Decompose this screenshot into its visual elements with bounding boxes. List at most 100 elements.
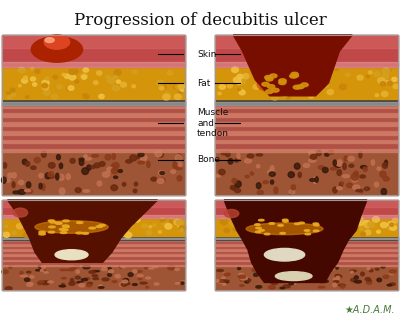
Ellipse shape xyxy=(224,210,239,218)
Ellipse shape xyxy=(335,68,338,71)
Ellipse shape xyxy=(282,217,288,222)
Bar xyxy=(215,200,398,218)
Ellipse shape xyxy=(333,278,339,280)
Ellipse shape xyxy=(9,265,12,268)
Ellipse shape xyxy=(18,68,25,73)
Ellipse shape xyxy=(154,283,159,285)
Ellipse shape xyxy=(32,83,37,86)
Ellipse shape xyxy=(24,232,30,237)
Ellipse shape xyxy=(42,282,49,285)
Ellipse shape xyxy=(220,219,227,225)
Ellipse shape xyxy=(81,278,88,281)
Ellipse shape xyxy=(89,227,96,229)
Ellipse shape xyxy=(235,181,241,187)
Ellipse shape xyxy=(42,83,48,88)
Ellipse shape xyxy=(388,222,395,227)
Ellipse shape xyxy=(122,280,128,283)
Ellipse shape xyxy=(239,88,244,92)
Ellipse shape xyxy=(340,229,346,233)
Ellipse shape xyxy=(12,182,15,188)
Ellipse shape xyxy=(178,84,185,89)
Ellipse shape xyxy=(22,78,28,83)
Ellipse shape xyxy=(70,158,75,163)
Bar xyxy=(2,139,185,143)
Ellipse shape xyxy=(61,277,66,279)
Ellipse shape xyxy=(134,182,138,186)
Ellipse shape xyxy=(318,166,324,169)
Ellipse shape xyxy=(252,269,256,272)
Ellipse shape xyxy=(118,170,122,172)
Ellipse shape xyxy=(234,159,239,162)
Ellipse shape xyxy=(160,172,164,175)
Bar xyxy=(2,200,185,218)
Ellipse shape xyxy=(146,286,149,288)
Ellipse shape xyxy=(44,229,47,231)
Ellipse shape xyxy=(177,220,183,225)
Ellipse shape xyxy=(246,279,251,282)
Ellipse shape xyxy=(349,164,354,167)
Ellipse shape xyxy=(241,80,246,84)
Ellipse shape xyxy=(3,163,7,168)
Ellipse shape xyxy=(75,276,80,279)
Ellipse shape xyxy=(337,275,342,278)
Ellipse shape xyxy=(289,283,294,285)
Ellipse shape xyxy=(333,187,337,193)
Ellipse shape xyxy=(18,84,21,87)
Ellipse shape xyxy=(87,165,91,170)
Ellipse shape xyxy=(86,284,92,287)
Bar xyxy=(215,240,398,265)
Ellipse shape xyxy=(69,226,73,229)
Ellipse shape xyxy=(366,281,372,284)
Polygon shape xyxy=(233,35,352,96)
Ellipse shape xyxy=(308,150,314,156)
Ellipse shape xyxy=(26,182,31,188)
Ellipse shape xyxy=(303,278,307,282)
Ellipse shape xyxy=(137,275,143,277)
Ellipse shape xyxy=(33,227,39,231)
Ellipse shape xyxy=(89,271,95,273)
Ellipse shape xyxy=(120,82,126,87)
Ellipse shape xyxy=(138,153,144,156)
Ellipse shape xyxy=(100,162,105,166)
Ellipse shape xyxy=(353,185,360,190)
Bar xyxy=(2,148,185,152)
Ellipse shape xyxy=(368,222,375,228)
Ellipse shape xyxy=(272,88,279,92)
Ellipse shape xyxy=(62,73,65,76)
Ellipse shape xyxy=(146,230,152,235)
Ellipse shape xyxy=(221,152,226,155)
Ellipse shape xyxy=(97,71,102,75)
Ellipse shape xyxy=(270,74,277,78)
Ellipse shape xyxy=(2,177,6,183)
Ellipse shape xyxy=(68,86,74,90)
Ellipse shape xyxy=(176,167,182,170)
Bar xyxy=(2,251,185,253)
Ellipse shape xyxy=(309,219,314,223)
Ellipse shape xyxy=(13,191,20,194)
Ellipse shape xyxy=(392,77,397,81)
Ellipse shape xyxy=(266,77,273,81)
Ellipse shape xyxy=(256,154,263,156)
Ellipse shape xyxy=(262,82,269,86)
Ellipse shape xyxy=(124,232,132,238)
Ellipse shape xyxy=(8,95,12,99)
Ellipse shape xyxy=(42,85,49,90)
Ellipse shape xyxy=(250,172,254,175)
Ellipse shape xyxy=(291,74,298,77)
Ellipse shape xyxy=(219,281,225,284)
Ellipse shape xyxy=(147,161,150,168)
Ellipse shape xyxy=(25,189,32,193)
Text: ★A.D.A.M.: ★A.D.A.M. xyxy=(344,305,395,315)
Ellipse shape xyxy=(382,163,388,168)
Ellipse shape xyxy=(239,273,243,275)
Ellipse shape xyxy=(313,87,320,93)
Ellipse shape xyxy=(64,74,70,78)
Ellipse shape xyxy=(30,68,34,70)
Ellipse shape xyxy=(65,228,69,232)
Ellipse shape xyxy=(51,231,54,234)
Ellipse shape xyxy=(369,269,373,272)
Ellipse shape xyxy=(286,69,290,72)
Ellipse shape xyxy=(134,218,140,222)
Ellipse shape xyxy=(128,223,133,227)
Bar xyxy=(2,259,185,261)
